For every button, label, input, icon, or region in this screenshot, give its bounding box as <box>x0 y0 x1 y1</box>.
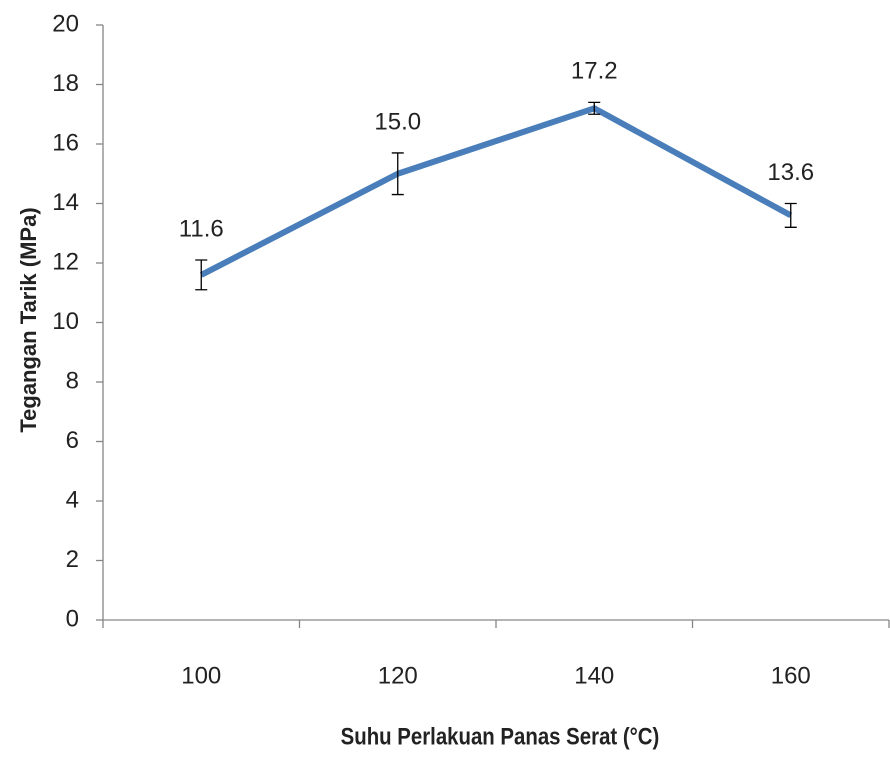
data-label: 11.6 <box>179 215 224 242</box>
y-axis-title: Tegangan Tarik (MPa) <box>16 207 41 432</box>
y-tick-label: 0 <box>66 605 79 632</box>
error-bar <box>195 259 208 291</box>
y-tick-label: 14 <box>52 189 79 216</box>
x-tick-label: 120 <box>378 662 418 689</box>
x-axis-title: Suhu Perlakuan Panas Serat (°C) <box>341 723 660 750</box>
x-tick-label: 140 <box>574 662 614 689</box>
y-tick-label: 20 <box>52 10 79 37</box>
error-bar <box>784 202 797 228</box>
data-label: 13.6 <box>767 159 814 186</box>
data-label: 15.0 <box>374 108 421 135</box>
y-tick-label: 10 <box>52 308 79 335</box>
y-tick-label: 4 <box>66 486 79 513</box>
error-bar <box>391 152 404 196</box>
error-bar <box>588 101 601 115</box>
y-tick-label: 2 <box>66 546 79 573</box>
x-tick-label: 100 <box>181 662 221 689</box>
y-tick-label: 6 <box>66 427 79 454</box>
data-label: 17.2 <box>571 58 618 85</box>
x-tick-label: 160 <box>771 662 811 689</box>
y-tick-label: 12 <box>52 248 79 275</box>
line <box>199 105 793 278</box>
y-tick-label: 18 <box>52 70 79 97</box>
y-tick-label: 16 <box>52 129 79 156</box>
y-tick-label: 8 <box>66 367 79 394</box>
